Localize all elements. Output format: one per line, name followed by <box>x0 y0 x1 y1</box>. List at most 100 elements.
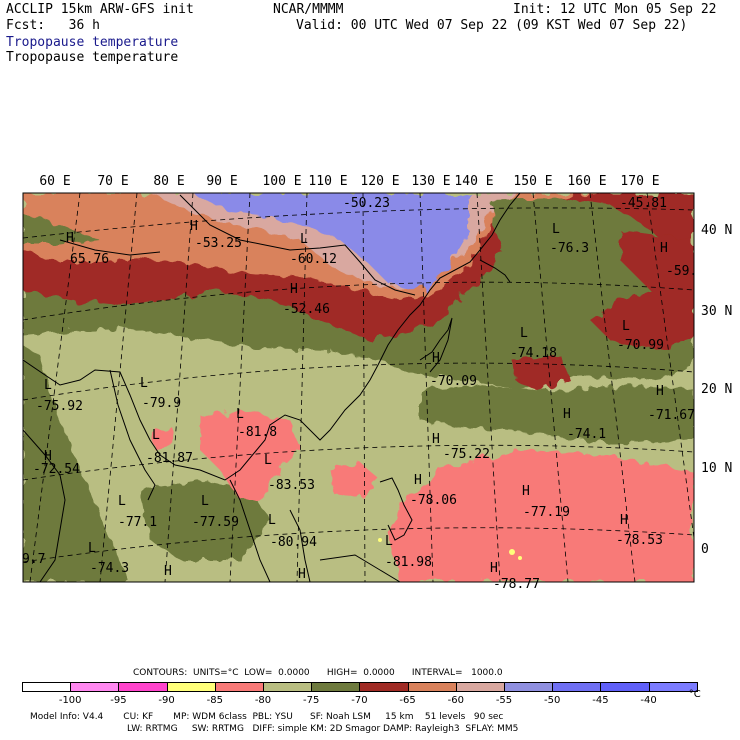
colorbar-swatch <box>311 682 361 692</box>
extremum-value: -81.87 <box>146 451 193 466</box>
extremum-value: -80.94 <box>270 535 317 550</box>
lon-label: 170 E <box>620 174 659 189</box>
extremum-low-symbol: L <box>140 376 148 391</box>
lat-label: 20 N <box>701 382 732 397</box>
extremum-value: -72.54 <box>33 462 80 477</box>
extremum-low-symbol: L <box>552 222 560 237</box>
extremum-high-symbol: H <box>620 513 628 528</box>
colorbar-swatch <box>600 682 650 692</box>
extremum-low-symbol: L <box>236 407 244 422</box>
colorbar-swatch <box>455 682 505 692</box>
extremum-value: -81.8 <box>238 425 277 440</box>
extremum-value: -70.09 <box>430 374 477 389</box>
extremum-high-symbol: H <box>164 564 172 579</box>
extremum-value: -74.1 <box>567 427 606 442</box>
colorbar-label: -55 <box>495 695 513 706</box>
extremum-low-symbol: L <box>385 534 393 549</box>
extremum-value: -76.3 <box>550 241 589 256</box>
extremum-high-symbol: H <box>290 282 298 297</box>
extremum-low-symbol: L <box>268 513 276 528</box>
extremum-value: -50.23 <box>343 196 390 211</box>
lat-label: 40 N <box>701 223 732 238</box>
lon-label: 130 E <box>411 174 450 189</box>
extremum-value: -70.99 <box>617 338 664 353</box>
extremum-high-symbol: H <box>298 567 306 582</box>
forecast-hour: Fcst: 36 h <box>6 18 100 33</box>
extremum-value: 9.7 <box>22 552 45 567</box>
colorbar-label: -100 <box>58 695 82 706</box>
colorbar-label: -85 <box>206 695 223 706</box>
extremum-high-symbol: H <box>656 384 664 399</box>
extremum-value: -71.67 <box>648 408 695 423</box>
shaded-field <box>23 193 694 582</box>
org-label: NCAR/MMMM <box>273 2 344 17</box>
valid-time: Valid: 00 UTC Wed 07 Sep 22 (09 KST Wed … <box>296 18 688 33</box>
colorbar-swatch <box>648 682 698 692</box>
extremum-low-symbol: L <box>264 453 272 468</box>
colorbar-label: -95 <box>110 695 127 706</box>
colorbar-label: -40 <box>640 695 657 706</box>
colorbar-label: -60 <box>447 695 464 706</box>
extremum-value: -53.25 <box>195 236 242 251</box>
colorbar-swatch <box>407 682 457 692</box>
extremum-value: -75.22 <box>443 447 490 462</box>
extremum-value: -74.18 <box>510 346 557 361</box>
extremum-high-symbol: H <box>190 219 198 234</box>
extremum-value: -75.92 <box>36 399 83 414</box>
extremum-value: -77.19 <box>523 505 570 520</box>
extremum-value: -60.12 <box>290 252 337 267</box>
latitude-labels: 40 N 30 N 20 N 10 N 0 <box>701 223 732 557</box>
extremum-value: -78.06 <box>410 493 457 508</box>
extremum-low-symbol: L <box>88 541 96 556</box>
contours-info: CONTOURS: UNITS=°C LOW= 0.0000 HIGH= 0.0… <box>133 668 503 678</box>
lon-label: 150 E <box>513 174 552 189</box>
extremum-high-symbol: H <box>563 407 571 422</box>
lon-label: 90 E <box>206 174 237 189</box>
lat-label: 30 N <box>701 304 732 319</box>
lon-label: 100 E <box>262 174 301 189</box>
extremum-value: -74.3 <box>90 561 129 576</box>
colorbar-swatch <box>552 682 602 692</box>
extremum-low-symbol: L <box>520 326 528 341</box>
lon-label: 140 E <box>454 174 493 189</box>
colorbar-swatch <box>22 682 72 692</box>
graticule <box>23 193 694 582</box>
colorbar-label: -75 <box>303 695 320 706</box>
colorbar-swatch <box>118 682 168 692</box>
extremum-value: -78.77 <box>493 577 540 592</box>
extremum-low-symbol: L <box>622 319 630 334</box>
extremum-low-symbol: L <box>300 232 308 247</box>
colorbar-label: -80 <box>254 695 272 706</box>
model-title: ACCLIP 15km ARW-GFS init <box>6 2 194 17</box>
lon-label: 110 E <box>308 174 347 189</box>
colorbar-swatch <box>504 682 554 692</box>
extremum-low-symbol: L <box>152 428 160 443</box>
extremum-value: 65.76 <box>70 252 109 267</box>
extremum-value: -79.9 <box>142 396 181 411</box>
lat-label: 10 N <box>701 461 732 476</box>
colorbar-swatch <box>166 682 216 692</box>
extremum-high-symbol: H <box>44 449 52 464</box>
extremum-value: -59. <box>666 264 697 279</box>
extremum-high-symbol: H <box>522 484 530 499</box>
extremum-value: -77.1 <box>118 515 157 530</box>
lat-label: 0 <box>701 542 709 557</box>
extremum-low-symbol: L <box>201 494 209 509</box>
extremum-high-symbol: H <box>432 351 440 366</box>
extremum-high-symbol: H <box>660 241 668 256</box>
extremum-value: -52.46 <box>283 302 330 317</box>
extremum-low-symbol: L <box>118 494 126 509</box>
colorbar-label: °C <box>688 689 701 700</box>
coastlines <box>23 193 521 582</box>
extremum-value: -81.98 <box>385 555 432 570</box>
field-title-contour: Tropopause temperature <box>6 50 179 65</box>
extremum-high-symbol: H <box>432 432 440 447</box>
model-info-line1: Model Info: V4.4 CU: KF MP: WDM 6class P… <box>30 712 504 722</box>
colorbar-label: -65 <box>399 695 416 706</box>
extremum-high-symbol: H <box>490 561 498 576</box>
extrema-markers: H 65.76 H -53.25 L -60.12 -50.23 H -52.46 -45.81 L… <box>22 196 697 592</box>
lon-label: 120 E <box>360 174 399 189</box>
colorbar-swatch <box>70 682 120 692</box>
extremum-low-symbol: L <box>44 378 52 393</box>
colorbar-label: -90 <box>158 695 175 706</box>
